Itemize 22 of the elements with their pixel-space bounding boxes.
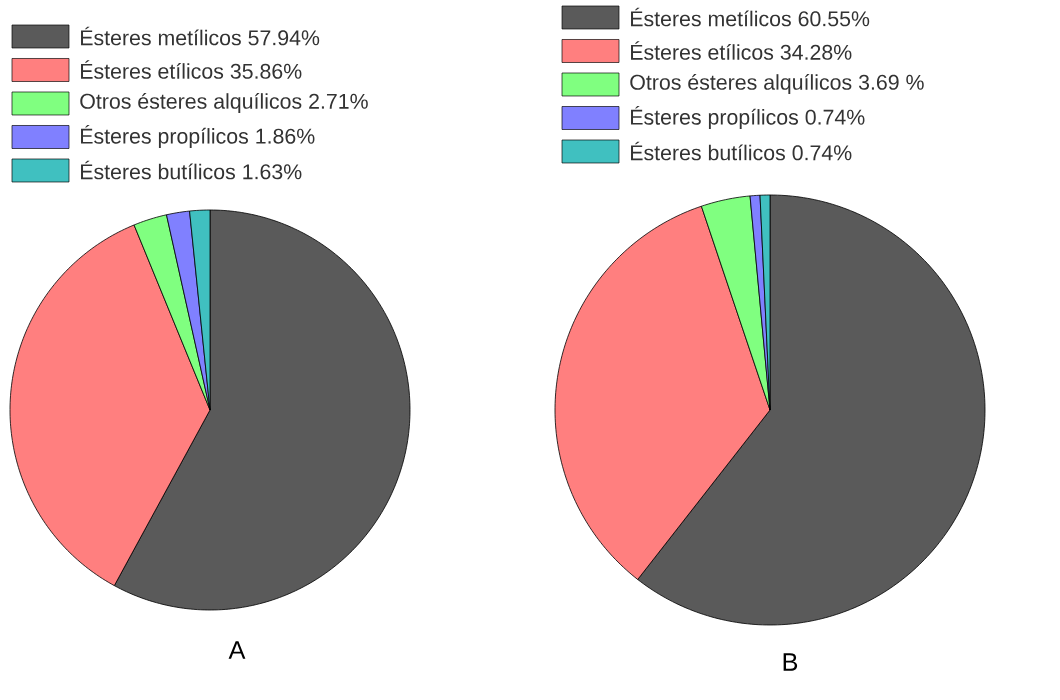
- data-label: 1.86%: [256, 128, 315, 144]
- text: A: [228, 641, 246, 659]
- data-label: 0.74%: [792, 145, 852, 161]
- legend-label: Ésteres butílicos: [81, 160, 235, 180]
- legend-label: Ésteres metílicos: [631, 7, 791, 27]
- data-label: 34.28%: [780, 44, 852, 60]
- legend-label: Ésteres butílicos: [631, 141, 785, 161]
- legend-label: Otros ésteres alquílicos: [630, 73, 852, 95]
- data-label: 2.71%: [309, 93, 368, 109]
- legend-label: Ésteres etílicos: [631, 41, 774, 60]
- legend-label: Ésteres etílicos: [81, 60, 224, 79]
- data-label: 0.74%: [805, 109, 865, 125]
- legend-label: Ésteres propílicos: [631, 106, 799, 129]
- data-label: 1.63%: [243, 164, 302, 180]
- data-label: 3.69 %: [858, 74, 924, 90]
- text: B: [783, 653, 798, 671]
- legend-label: Ésteres metílicos: [81, 26, 241, 46]
- legend-label: Otros ésteres alquílicos: [80, 92, 302, 114]
- data-label: 60.55%: [798, 11, 870, 27]
- data-label: 57.94%: [248, 30, 320, 46]
- data-label: 35.86%: [230, 63, 302, 79]
- legend-label: Ésteres propílicos: [81, 125, 249, 148]
